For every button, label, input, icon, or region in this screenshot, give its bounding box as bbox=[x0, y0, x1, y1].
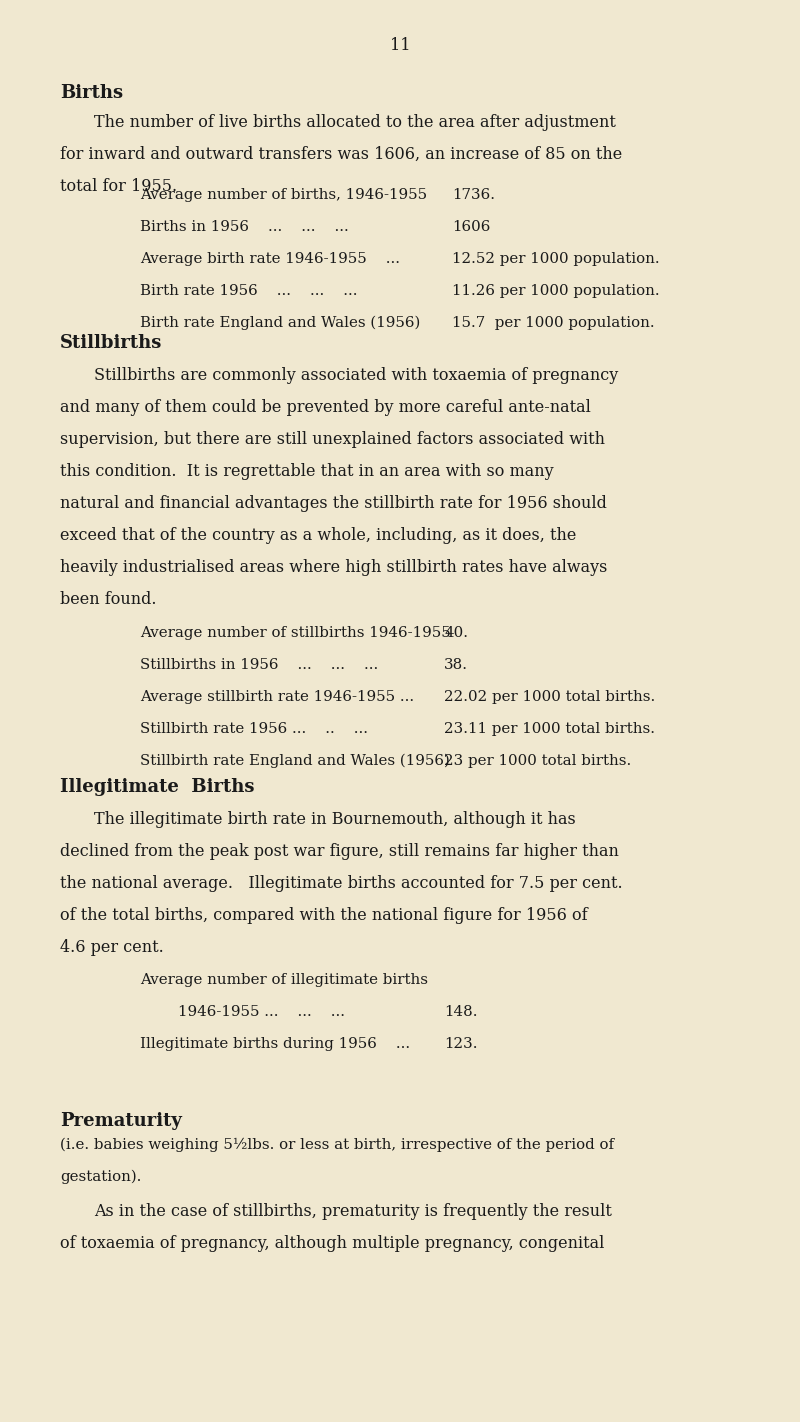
Text: Average birth rate 1946-1955    ...: Average birth rate 1946-1955 ... bbox=[140, 252, 400, 266]
Text: 23.11 per 1000 total births.: 23.11 per 1000 total births. bbox=[444, 721, 655, 735]
Text: this condition.  It is regrettable that in an area with so many: this condition. It is regrettable that i… bbox=[60, 464, 554, 479]
Text: Average number of illegitimate births: Average number of illegitimate births bbox=[140, 973, 428, 987]
Text: Stillbirths in 1956    ...    ...    ...: Stillbirths in 1956 ... ... ... bbox=[140, 657, 378, 671]
Text: 148.: 148. bbox=[444, 1004, 478, 1018]
Text: Illegitimate births during 1956    ...: Illegitimate births during 1956 ... bbox=[140, 1037, 410, 1051]
Text: 11.26 per 1000 population.: 11.26 per 1000 population. bbox=[452, 284, 660, 297]
Text: 4.6 per cent.: 4.6 per cent. bbox=[60, 939, 164, 956]
Text: 1606: 1606 bbox=[452, 220, 490, 233]
Text: 123.: 123. bbox=[444, 1037, 478, 1051]
Text: supervision, but there are still unexplained factors associated with: supervision, but there are still unexpla… bbox=[60, 431, 605, 448]
Text: Average stillbirth rate 1946-1955 ...: Average stillbirth rate 1946-1955 ... bbox=[140, 690, 414, 704]
Text: Births in 1956    ...    ...    ...: Births in 1956 ... ... ... bbox=[140, 220, 349, 233]
Text: The illegitimate birth rate in Bournemouth, although it has: The illegitimate birth rate in Bournemou… bbox=[94, 811, 576, 828]
Text: Prematurity: Prematurity bbox=[60, 1112, 182, 1130]
Text: been found.: been found. bbox=[60, 592, 157, 607]
Text: 38.: 38. bbox=[444, 657, 468, 671]
Text: of the total births, compared with the national figure for 1956 of: of the total births, compared with the n… bbox=[60, 907, 588, 923]
Text: Birth rate England and Wales (1956): Birth rate England and Wales (1956) bbox=[140, 316, 420, 330]
Text: Birth rate 1956    ...    ...    ...: Birth rate 1956 ... ... ... bbox=[140, 284, 358, 297]
Text: for inward and outward transfers was 1606, an increase of 85 on the: for inward and outward transfers was 160… bbox=[60, 145, 622, 162]
Text: 1946-1955 ...    ...    ...: 1946-1955 ... ... ... bbox=[140, 1004, 345, 1018]
Text: 1736.: 1736. bbox=[452, 188, 495, 202]
Text: heavily industrialised areas where high stillbirth rates have always: heavily industrialised areas where high … bbox=[60, 559, 607, 576]
Text: total for 1955.: total for 1955. bbox=[60, 178, 177, 195]
Text: Illegitimate  Births: Illegitimate Births bbox=[60, 778, 254, 796]
Text: and many of them could be prevented by more careful ante-natal: and many of them could be prevented by m… bbox=[60, 398, 591, 415]
Text: The number of live births allocated to the area after adjustment: The number of live births allocated to t… bbox=[94, 114, 616, 131]
Text: 11: 11 bbox=[390, 37, 410, 54]
Text: 12.52 per 1000 population.: 12.52 per 1000 population. bbox=[452, 252, 660, 266]
Text: Births: Births bbox=[60, 84, 123, 102]
Text: Average number of stillbirths 1946-1955: Average number of stillbirths 1946-1955 bbox=[140, 626, 450, 640]
Text: 15.7  per 1000 population.: 15.7 per 1000 population. bbox=[452, 316, 654, 330]
Text: Stillbirths are commonly associated with toxaemia of pregnancy: Stillbirths are commonly associated with… bbox=[94, 367, 618, 384]
Text: 40.: 40. bbox=[444, 626, 468, 640]
Text: Stillbirths: Stillbirths bbox=[60, 334, 162, 353]
Text: declined from the peak post war figure, still remains far higher than: declined from the peak post war figure, … bbox=[60, 842, 619, 859]
Text: of toxaemia of pregnancy, although multiple pregnancy, congenital: of toxaemia of pregnancy, although multi… bbox=[60, 1234, 604, 1251]
Text: (i.e. babies weighing 5½lbs. or less at birth, irrespective of the period of: (i.e. babies weighing 5½lbs. or less at … bbox=[60, 1138, 614, 1152]
Text: As in the case of stillbirths, prematurity is frequently the result: As in the case of stillbirths, prematuri… bbox=[94, 1203, 612, 1220]
Text: Average number of births, 1946-1955: Average number of births, 1946-1955 bbox=[140, 188, 427, 202]
Text: gestation).: gestation). bbox=[60, 1169, 142, 1185]
Text: natural and financial advantages the stillbirth rate for 1956 should: natural and financial advantages the sti… bbox=[60, 495, 607, 512]
Text: Stillbirth rate England and Wales (1956): Stillbirth rate England and Wales (1956) bbox=[140, 754, 450, 768]
Text: exceed that of the country as a whole, including, as it does, the: exceed that of the country as a whole, i… bbox=[60, 528, 576, 543]
Text: 22.02 per 1000 total births.: 22.02 per 1000 total births. bbox=[444, 690, 655, 704]
Text: Stillbirth rate 1956 ...    ..    ...: Stillbirth rate 1956 ... .. ... bbox=[140, 721, 368, 735]
Text: 23 per 1000 total births.: 23 per 1000 total births. bbox=[444, 754, 631, 768]
Text: the national average.   Illegitimate births accounted for 7.5 per cent.: the national average. Illegitimate birth… bbox=[60, 875, 622, 892]
